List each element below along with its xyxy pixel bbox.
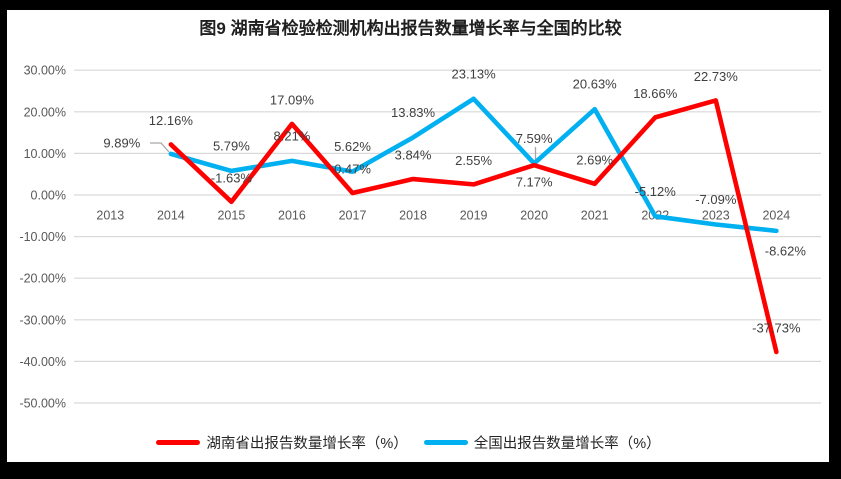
data-label: 18.66% (633, 86, 678, 101)
data-label: 2.69% (576, 152, 613, 167)
data-label: 7.59% (516, 131, 553, 146)
data-label: 3.84% (395, 148, 432, 163)
y-axis-tick: -10.00% (19, 230, 66, 244)
data-label: 5.62% (334, 139, 371, 154)
chart-title: 图9 湖南省检验检测机构出报告数量增长率与全国的比较 (199, 19, 622, 38)
data-label: 8.21% (274, 128, 311, 143)
data-label: 12.16% (149, 113, 194, 128)
y-axis-tick: -50.00% (19, 397, 66, 411)
legend-item-hunan: 湖南省出报告数量增长率（%） (156, 432, 408, 453)
screen-border-left (0, 0, 7, 479)
y-axis-tick: 10.00% (24, 147, 66, 161)
x-axis-tick: 2023 (702, 209, 730, 223)
data-label: 20.63% (573, 77, 618, 92)
y-axis-tick: 20.00% (24, 105, 66, 119)
hunan-series-swatch (156, 439, 201, 445)
label-leader-line (150, 142, 170, 153)
y-axis-tick: -40.00% (19, 355, 66, 369)
x-axis-tick: 2013 (96, 209, 124, 223)
data-label: 17.09% (270, 92, 315, 107)
data-label: -1.63% (211, 170, 253, 185)
data-label: 22.73% (694, 69, 739, 84)
legend-item-national: 全国出报告数量增长率（%） (423, 432, 661, 453)
x-axis-tick: 2019 (460, 209, 488, 223)
x-axis-tick: 2024 (762, 209, 790, 223)
national-series-swatch (423, 439, 468, 445)
data-label: 23.13% (452, 66, 497, 81)
data-label: 2.55% (455, 153, 492, 168)
data-label: 5.79% (213, 138, 250, 153)
data-label: 7.17% (516, 175, 553, 190)
x-axis-tick: 2018 (399, 209, 427, 223)
screen-border-bottom (0, 462, 841, 479)
x-axis-tick: 2015 (217, 209, 245, 223)
x-axis-tick: 2020 (520, 209, 548, 223)
data-label: 13.83% (391, 105, 436, 120)
data-label: -5.12% (635, 184, 677, 199)
chart-legend: 湖南省出报告数量增长率（%） 全国出报告数量增长率（%） (0, 431, 829, 453)
data-label: 9.89% (103, 135, 140, 150)
x-axis-tick: 2017 (339, 209, 367, 223)
data-label: -8.62% (765, 243, 807, 258)
y-axis-tick: -30.00% (19, 313, 66, 327)
data-label: -37.73% (752, 320, 801, 335)
x-axis-tick: 2014 (157, 209, 185, 223)
screen-border-right (829, 0, 841, 479)
y-axis-tick: 0.00% (31, 189, 66, 203)
screen-border-top (0, 0, 841, 10)
data-label: 0.47% (334, 162, 371, 177)
x-axis-tick: 2016 (278, 209, 306, 223)
series-line-national (168, 96, 779, 234)
series-line-hunan (168, 98, 779, 355)
y-axis-tick: 30.00% (24, 64, 66, 78)
data-label: -7.09% (695, 192, 737, 207)
national-series-label: 全国出报告数量增长率（%） (473, 435, 661, 452)
x-axis-tick: 2021 (581, 209, 609, 223)
y-axis-tick: -20.00% (19, 272, 66, 286)
hunan-series-label: 湖南省出报告数量增长率（%） (206, 435, 408, 452)
